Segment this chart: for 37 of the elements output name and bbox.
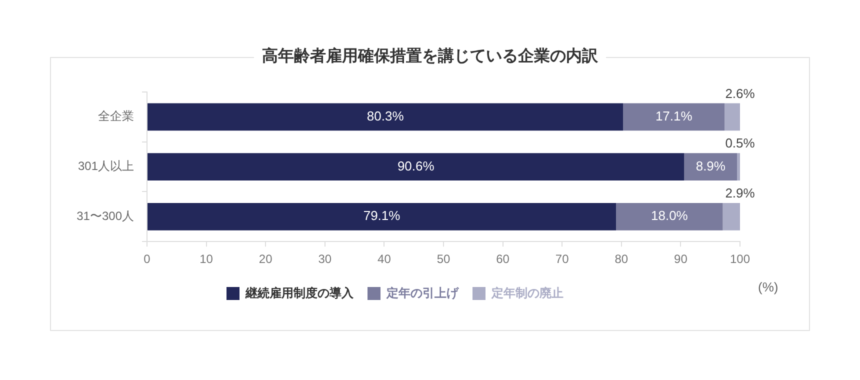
x-tick-label: 0 — [144, 252, 151, 266]
y-tick-label: 301人以上 — [78, 159, 134, 174]
x-axis-title: (%) — [758, 280, 778, 295]
bar — [684, 153, 738, 181]
x-tick-label: 30 — [318, 252, 332, 266]
bar — [722, 202, 740, 230]
bar — [724, 103, 740, 131]
data-label: 2.6% — [725, 86, 756, 101]
x-tick-label: 40 — [378, 252, 392, 266]
x-tick-label: 20 — [258, 252, 273, 266]
x-tick-label: 70 — [555, 252, 570, 266]
x-tick-label: 50 — [436, 252, 450, 266]
data-label: 8.9% — [696, 158, 726, 174]
y-tick-label: 31〜300人 — [76, 208, 134, 223]
legend-label: 定年の引上げ — [386, 286, 460, 300]
data-label: 17.1% — [655, 108, 693, 124]
x-tick-label: 100 — [730, 252, 750, 266]
legend-label: 定年制の廃止 — [490, 286, 564, 300]
data-label: 0.5% — [725, 136, 756, 151]
bar — [616, 202, 723, 230]
data-label: 80.3% — [366, 108, 404, 124]
x-tick-label: 60 — [496, 252, 510, 266]
x-tick-label: 80 — [614, 252, 628, 266]
data-label: 90.6% — [397, 158, 435, 174]
x-tick-label: 10 — [200, 252, 214, 266]
bar — [737, 153, 740, 181]
chart-title: 高年齢者雇用確保措置を講じている企業の内訳 — [254, 48, 606, 65]
data-label: 79.1% — [363, 208, 401, 224]
data-label: 18.0% — [650, 208, 688, 224]
bar — [148, 153, 684, 181]
legend-label: 継続雇用制度の導入 — [244, 286, 354, 300]
x-tick-label: 90 — [674, 252, 688, 266]
bar — [148, 103, 624, 131]
y-tick-label: 全企業 — [98, 109, 134, 124]
data-label: 2.9% — [725, 186, 756, 201]
bar — [148, 202, 616, 230]
bar — [623, 103, 725, 131]
